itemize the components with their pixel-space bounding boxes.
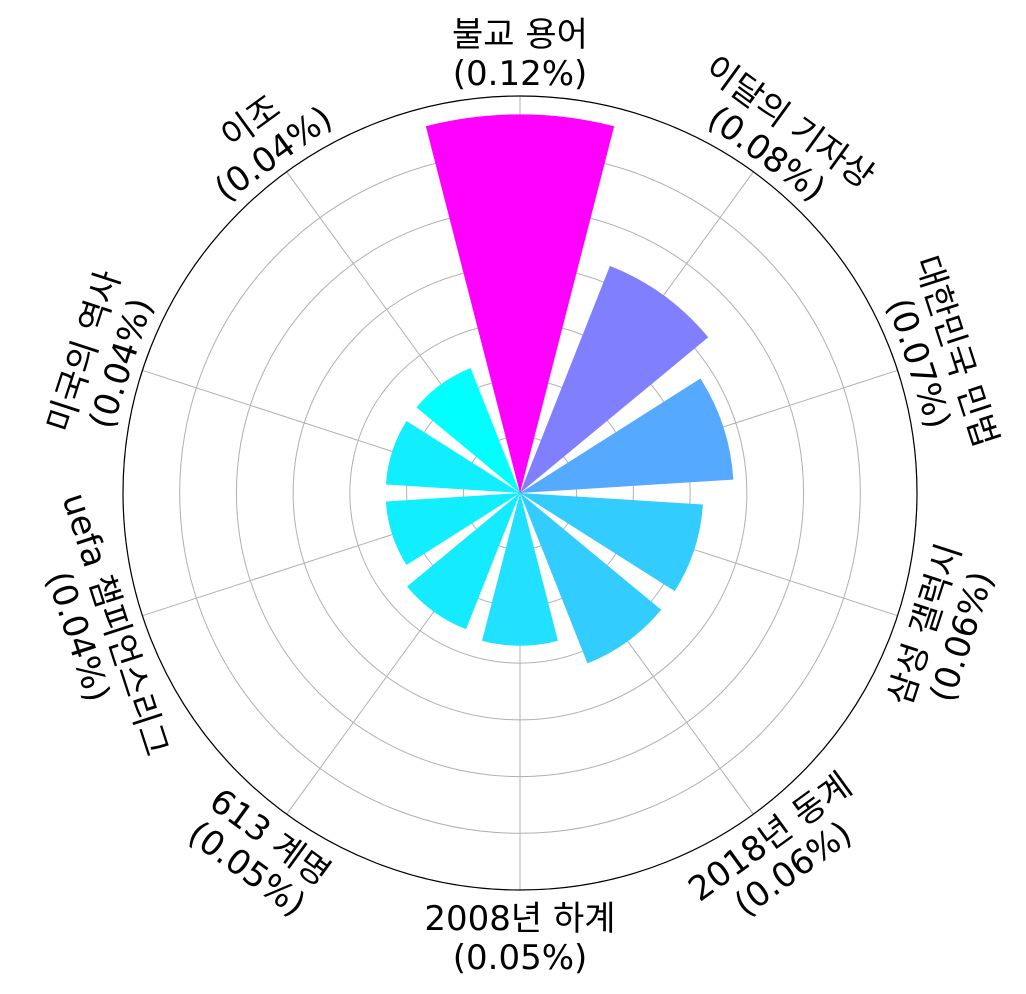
bar-1 [520, 265, 709, 493]
category-label-0: 불교 용어 (0.12%) [452, 15, 588, 94]
category-label-5: 2008년 하계 (0.05%) [424, 899, 615, 978]
bar-3 [520, 493, 703, 592]
bar-5 [482, 493, 558, 646]
category-label-2: 대한민국 민법(0.07%) [869, 251, 1006, 464]
category-percent: (0.05%) [453, 938, 588, 978]
bar-6 [407, 493, 520, 630]
polar-frame [122, 95, 918, 891]
category-label-7: uefa 챔피언스리그(0.04%) [16, 488, 176, 773]
category-label-3: 삼성 갤럭시(0.06%) [880, 539, 1007, 722]
bar-2 [520, 378, 734, 493]
bar-layer [122, 95, 918, 891]
category-percent: (0.12%) [453, 54, 588, 94]
category-label-6: 613 계명(0.05%) [179, 781, 337, 926]
category-name: 2008년 하계 [424, 899, 615, 939]
category-label-8: 미국의 역사(0.04%) [39, 266, 166, 449]
bar-4 [520, 493, 662, 664]
bar-9 [416, 368, 520, 493]
category-label-1: 이달의 기자상(0.08%) [674, 48, 881, 229]
category-label-9: 이조(0.04%) [185, 67, 340, 210]
bar-7 [385, 493, 520, 565]
bar-0 [425, 114, 615, 493]
category-name: 불교 용어 [452, 15, 588, 55]
bar-8 [385, 421, 520, 493]
